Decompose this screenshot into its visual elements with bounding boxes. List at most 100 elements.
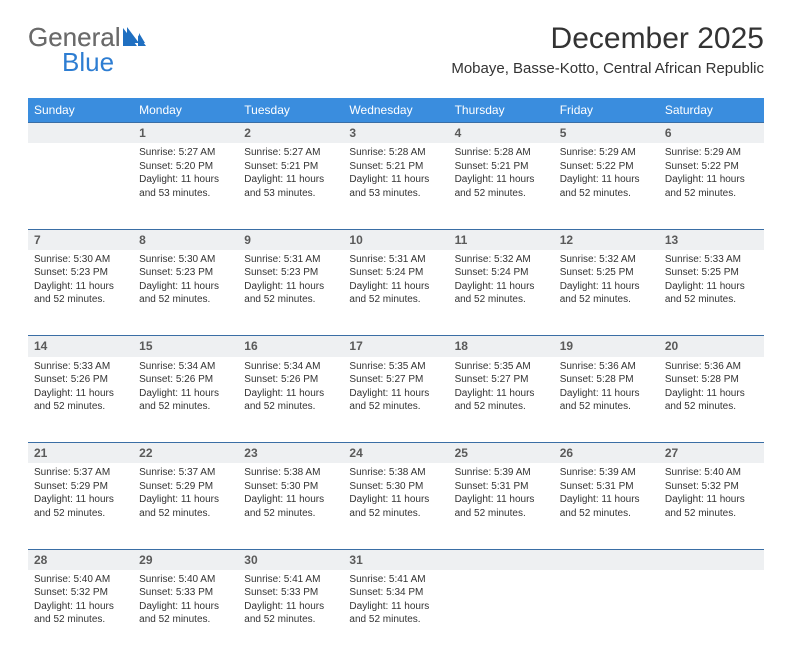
daylight-text: Daylight: 11 hours and 53 minutes. (139, 173, 232, 200)
day-number: 1 (133, 123, 238, 144)
sunrise-text: Sunrise: 5:38 AM (349, 466, 442, 480)
daynum-row: 78910111213 (28, 229, 764, 250)
sunset-text: Sunset: 5:25 PM (665, 266, 758, 280)
day-cell: Sunrise: 5:27 AMSunset: 5:20 PMDaylight:… (133, 143, 238, 229)
daylight-text: Daylight: 11 hours and 52 minutes. (455, 493, 548, 520)
day-cell: Sunrise: 5:41 AMSunset: 5:33 PMDaylight:… (238, 570, 343, 656)
day-number: 8 (133, 229, 238, 250)
sunrise-text: Sunrise: 5:29 AM (665, 146, 758, 160)
sunrise-text: Sunrise: 5:30 AM (139, 253, 232, 267)
day-number: 23 (238, 443, 343, 464)
sunset-text: Sunset: 5:22 PM (665, 160, 758, 174)
daylight-text: Daylight: 11 hours and 52 minutes. (665, 173, 758, 200)
day-number: 2 (238, 123, 343, 144)
daylight-text: Daylight: 11 hours and 52 minutes. (455, 280, 548, 307)
sunrise-text: Sunrise: 5:28 AM (455, 146, 548, 160)
day-number: 29 (133, 549, 238, 570)
sunrise-text: Sunrise: 5:40 AM (139, 573, 232, 587)
sunrise-text: Sunrise: 5:38 AM (244, 466, 337, 480)
day-number: 6 (659, 123, 764, 144)
daylight-text: Daylight: 11 hours and 52 minutes. (34, 280, 127, 307)
daylight-text: Daylight: 11 hours and 52 minutes. (560, 173, 653, 200)
daylight-text: Daylight: 11 hours and 52 minutes. (139, 493, 232, 520)
sunset-text: Sunset: 5:26 PM (244, 373, 337, 387)
day-number: 10 (343, 229, 448, 250)
sunset-text: Sunset: 5:28 PM (560, 373, 653, 387)
daylight-text: Daylight: 11 hours and 52 minutes. (665, 387, 758, 414)
daylight-text: Daylight: 11 hours and 52 minutes. (455, 387, 548, 414)
day-number: 15 (133, 336, 238, 357)
daylight-text: Daylight: 11 hours and 52 minutes. (455, 173, 548, 200)
sunrise-text: Sunrise: 5:34 AM (244, 360, 337, 374)
daylight-text: Daylight: 11 hours and 52 minutes. (139, 600, 232, 627)
day-number: 25 (449, 443, 554, 464)
weekday-header-row: Sunday Monday Tuesday Wednesday Thursday… (28, 98, 764, 123)
content-row: Sunrise: 5:40 AM Sunset: 5:32 PM Daylight:… (28, 570, 764, 656)
day-cell: Sunrise: 5:27 AMSunset: 5:21 PMDaylight:… (238, 143, 343, 229)
sunset-text: Sunset: 5:23 PM (34, 266, 127, 280)
day-number: 9 (238, 229, 343, 250)
day-cell: Sunrise: 5:40 AMSunset: 5:33 PMDaylight:… (133, 570, 238, 656)
day-number: 4 (449, 123, 554, 144)
weekday-header: Friday (554, 98, 659, 123)
day-number: 16 (238, 336, 343, 357)
sunset-text: Sunset: 5:24 PM (455, 266, 548, 280)
daylight-text: Daylight: 11 hours and 52 minutes. (665, 280, 758, 307)
day-number: 22 (133, 443, 238, 464)
weekday-header: Monday (133, 98, 238, 123)
logo-sail-icon2 (123, 28, 147, 53)
sunset-text: Sunset: 5:24 PM (349, 266, 442, 280)
day-cell (449, 570, 554, 656)
sunrise-text: Sunrise: 5:33 AM (34, 360, 127, 374)
daylight-text: Daylight: 11 hours and 52 minutes. (244, 600, 337, 627)
sunset-text: Sunset: 5:23 PM (139, 266, 232, 280)
daynum-row: 14151617181920 (28, 336, 764, 357)
day-number: 11 (449, 229, 554, 250)
calendar-table: Sunday Monday Tuesday Wednesday Thursday… (28, 98, 764, 656)
content-row: Sunrise: 5:33 AMSunset: 5:26 PMDaylight:… (28, 357, 764, 443)
sunrise-text: Sunrise: 5:37 AM (139, 466, 232, 480)
content-row: Sunrise: 5:27 AMSunset: 5:20 PMDaylight:… (28, 143, 764, 229)
day-number: 19 (554, 336, 659, 357)
day-cell: Sunrise: 5:33 AMSunset: 5:25 PMDaylight:… (659, 250, 764, 336)
sunset-text: Sunset: 5:26 PM (139, 373, 232, 387)
day-number: 24 (343, 443, 448, 464)
sunset-text: Sunset: 5:27 PM (455, 373, 548, 387)
daylight-text: Daylight: 11 hours and 52 minutes. (34, 387, 127, 414)
daylight-text: Daylight: 11 hours and 52 minutes. (560, 493, 653, 520)
weekday-header: Tuesday (238, 98, 343, 123)
day-number: 27 (659, 443, 764, 464)
day-cell: Sunrise: 5:29 AMSunset: 5:22 PMDaylight:… (659, 143, 764, 229)
sunrise-text: Sunrise: 5:27 AM (139, 146, 232, 160)
content-row: Sunrise: 5:37 AMSunset: 5:29 PMDaylight:… (28, 463, 764, 549)
day-cell: Sunrise: 5:38 AMSunset: 5:30 PMDaylight:… (238, 463, 343, 549)
day-cell: Sunrise: 5:39 AMSunset: 5:31 PMDaylight:… (449, 463, 554, 549)
sunrise-text: Sunrise: 5:35 AM (455, 360, 548, 374)
day-cell: Sunrise: 5:28 AMSunset: 5:21 PMDaylight:… (449, 143, 554, 229)
sunrise-text: Sunrise: 5:31 AM (349, 253, 442, 267)
day-number: 30 (238, 549, 343, 570)
day-cell: Sunrise: 5:30 AMSunset: 5:23 PMDaylight:… (133, 250, 238, 336)
day-cell: Sunrise: 5:40 AMSunset: 5:32 PMDaylight:… (659, 463, 764, 549)
day-cell: Sunrise: 5:35 AMSunset: 5:27 PMDaylight:… (343, 357, 448, 443)
weekday-header: Saturday (659, 98, 764, 123)
day-cell: Sunrise: 5:34 AMSunset: 5:26 PMDaylight:… (238, 357, 343, 443)
day-cell: Sunrise: 5:31 AMSunset: 5:24 PMDaylight:… (343, 250, 448, 336)
day-number: 28 (28, 549, 133, 570)
sunrise-text: Sunrise: 5:36 AM (665, 360, 758, 374)
day-number: 5 (554, 123, 659, 144)
day-cell: Sunrise: 5:32 AMSunset: 5:25 PMDaylight:… (554, 250, 659, 336)
weekday-header: Wednesday (343, 98, 448, 123)
daylight-text: Daylight: 11 hours and 52 minutes. (139, 387, 232, 414)
day-number: 12 (554, 229, 659, 250)
sunset-text: Sunset: 5:32 PM (34, 586, 127, 600)
day-cell: Sunrise: 5:31 AMSunset: 5:23 PMDaylight:… (238, 250, 343, 336)
sunrise-text: Sunrise: 5:27 AM (244, 146, 337, 160)
day-number: 14 (28, 336, 133, 357)
sunset-text: Sunset: 5:33 PM (139, 586, 232, 600)
day-cell: Sunrise: 5:29 AMSunset: 5:22 PMDaylight:… (554, 143, 659, 229)
daynum-row: 21222324252627 (28, 443, 764, 464)
sunset-text: Sunset: 5:33 PM (244, 586, 337, 600)
day-number (659, 549, 764, 570)
daylight-text: Daylight: 11 hours and 53 minutes. (244, 173, 337, 200)
